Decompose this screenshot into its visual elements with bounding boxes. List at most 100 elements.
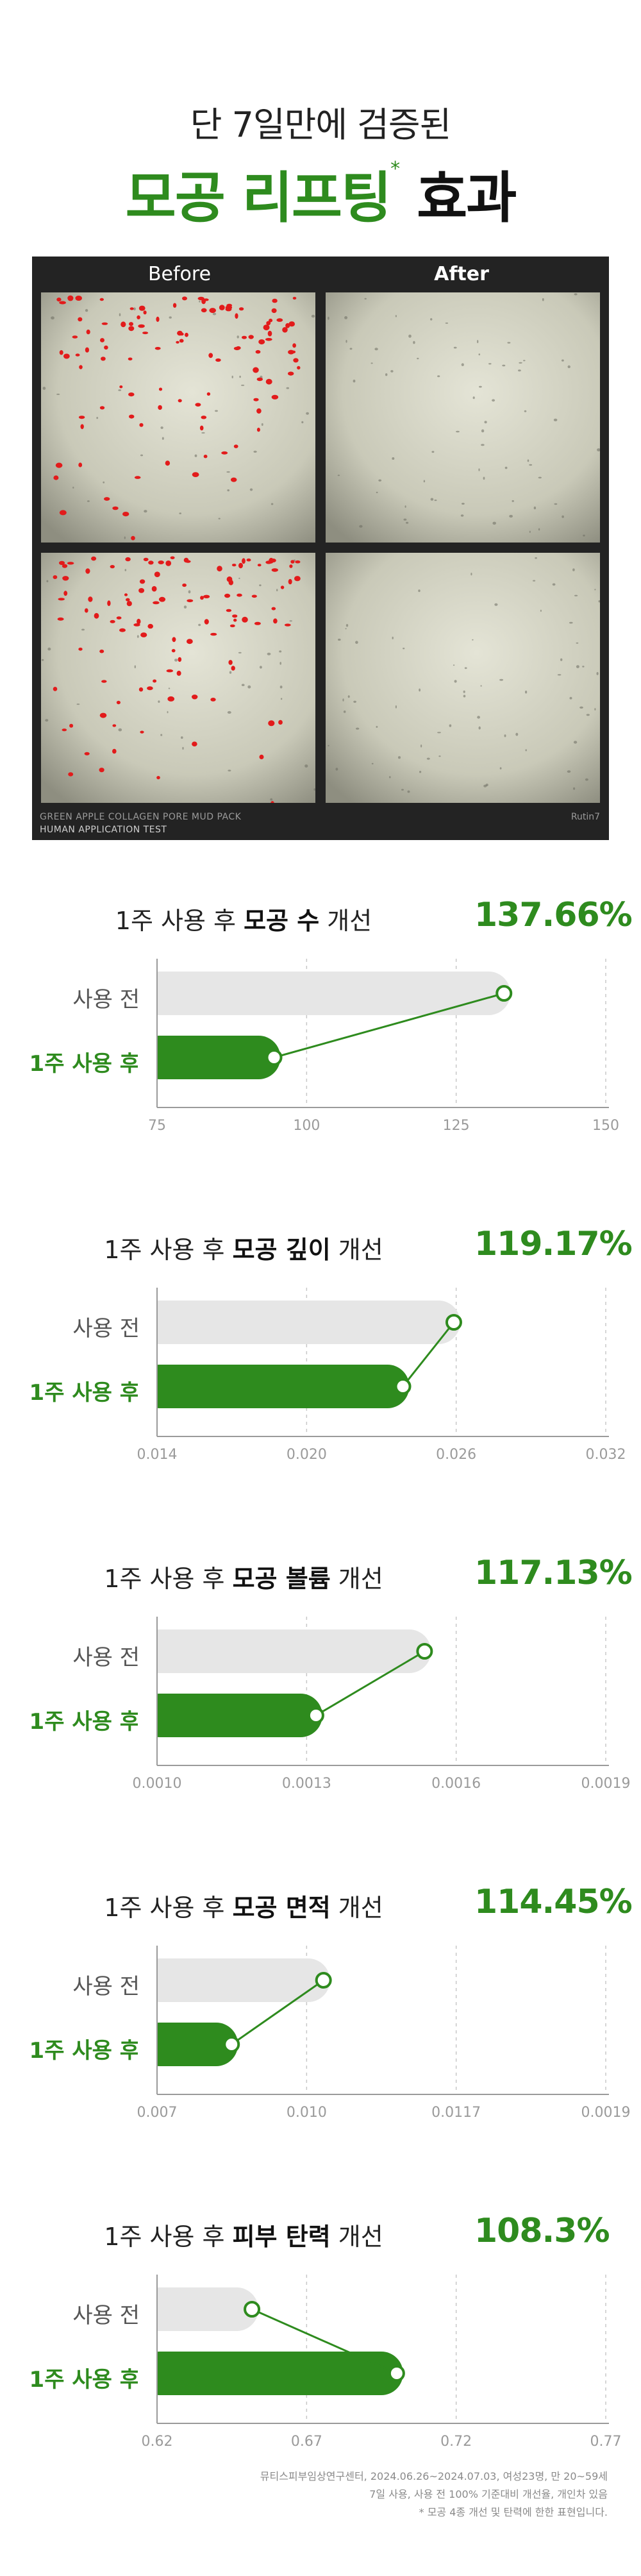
before-photo-1: [41, 292, 315, 543]
metric-chart-svg: [138, 1617, 609, 1766]
metric-chart-svg: [138, 2275, 609, 2424]
hero-title: 모공 리프팅* 효과: [0, 153, 641, 233]
metric-title-bold: 모공 볼륨: [232, 1565, 331, 1593]
metric-title-bold: 모공 수: [244, 907, 320, 935]
metric-percent: 114.45%: [474, 1883, 633, 1921]
metric-title: 1주 사용 후 모공 면적 개선: [0, 1888, 487, 1923]
metric-title-prefix: 1주 사용 후: [104, 1565, 233, 1593]
metric-title: 1주 사용 후 모공 수 개선: [0, 901, 487, 936]
row-label-before: 사용 전: [72, 2303, 140, 2328]
tick-label: 75: [148, 1118, 166, 1134]
point-after: [394, 1378, 412, 1395]
panel-brand: Rutin7: [570, 812, 600, 822]
tick-label: 0.014: [137, 1447, 178, 1463]
point-before: [495, 985, 513, 1002]
metric-title-suffix: 개선: [330, 1565, 383, 1593]
after-photo-2: [326, 553, 600, 803]
point-after: [265, 1049, 283, 1066]
bar-before: [138, 972, 511, 1015]
row-label-before: 사용 전: [72, 1645, 140, 1671]
point-after: [388, 2365, 405, 2382]
metric-chart: 사용 전 1주 사용 후 75 100 125 150: [0, 946, 641, 1177]
tick-label: 0.010: [286, 2105, 327, 2121]
trend-line: [402, 1322, 455, 1387]
bar-before: [138, 1301, 460, 1344]
metric-chart: 사용 전 1주 사용 후 0.007 0.010 0.0117 0.0019: [0, 1933, 641, 2164]
tick-label: 0.0117: [431, 2105, 481, 2121]
footnote-disclaimer: * 모공 4종 개선 및 탄력에 한한 표현입니다.: [419, 2506, 608, 2518]
tick-label: 125: [442, 1118, 470, 1134]
metric-title-prefix: 1주 사용 후: [115, 907, 244, 935]
metric-chart: 사용 전 1주 사용 후 0.62 0.67 0.72 0.77: [0, 2262, 641, 2493]
metric-title-bold: 모공 면적: [232, 1894, 331, 1922]
bar-after: [138, 1036, 281, 1079]
bar-after: [138, 2352, 403, 2395]
panel-caption-test: HUMAN APPLICATION TEST: [40, 825, 167, 835]
row-label-after: 1주 사용 후: [29, 1709, 140, 1735]
point-before: [244, 2301, 261, 2318]
bar-after: [138, 1365, 410, 1408]
point-before: [315, 1972, 332, 1989]
after-header: After: [434, 263, 489, 285]
trend-line: [231, 1979, 324, 2046]
bar-before: [138, 1958, 330, 2002]
metric-title-bold: 피부 탄력: [232, 2223, 331, 2251]
bar-after: [138, 2023, 238, 2066]
row-label-before: 사용 전: [72, 1316, 140, 1342]
footnote-method: 7일 사용, 사용 전 100% 기준대비 개선율, 개인차 있음: [369, 2488, 608, 2500]
metric-title: 1주 사용 후 모공 볼륨 개선: [0, 1559, 487, 1594]
after-photo-1: [326, 292, 600, 543]
footnote: 뮤티스피부임상연구센터, 2024.06.26~2024.07.03, 여성23…: [260, 2468, 608, 2521]
metric-chart-svg: [138, 1946, 609, 2095]
metric-title-prefix: 1주 사용 후: [104, 1236, 233, 1264]
trend-line: [274, 992, 504, 1059]
metric-pore-count: 1주 사용 후 모공 수 개선 137.66% 사용 전 1주 사용 후 75 100 12…: [0, 896, 641, 1209]
bar-before: [138, 2287, 259, 2331]
bar-mask: [138, 1956, 157, 2071]
row-label-before: 사용 전: [72, 1974, 140, 1999]
metric-pore-area: 1주 사용 후 모공 면적 개선 114.45% 사용 전 1주 사용 후 0.007 0…: [0, 1883, 641, 2196]
metric-pore-depth: 1주 사용 후 모공 깊이 개선 119.17% 사용 전 1주 사용 후 0.014 0…: [0, 1225, 641, 1538]
hero-subtitle: 단 7일만에 검증된: [190, 105, 451, 145]
tick-label: 0.0010: [132, 1776, 182, 1792]
tick-label: 0.007: [137, 2105, 178, 2121]
point-before: [416, 1643, 433, 1660]
metric-pore-volume: 1주 사용 후 모공 볼륨 개선 117.13% 사용 전 1주 사용 후 0.0010…: [0, 1554, 641, 1867]
row-label-after: 1주 사용 후: [29, 1380, 140, 1406]
row-label-after: 1주 사용 후: [29, 2038, 140, 2064]
tick-label: 0.0019: [581, 1776, 631, 1792]
hero-title-highlight: 모공 리프팅: [125, 166, 392, 230]
row-label-after: 1주 사용 후: [29, 2367, 140, 2393]
metric-percent: 119.17%: [474, 1225, 633, 1263]
metric-title-bold: 모공 깊이: [232, 1236, 331, 1264]
metric-title-suffix: 개선: [330, 2223, 383, 2251]
tick-label: 0.77: [590, 2434, 622, 2450]
metric-percent: 137.66%: [474, 896, 633, 934]
row-label-before: 사용 전: [72, 987, 140, 1013]
bar-before: [138, 1629, 431, 1673]
metric-skin-elasticity: 1주 사용 후 피부 탄력 개선 108.3% 사용 전 1주 사용 후 0.62 0.6…: [0, 2212, 641, 2525]
metric-title: 1주 사용 후 피부 탄력 개선: [0, 2217, 487, 2252]
tick-label: 0.72: [440, 2434, 472, 2450]
tick-label: 0.020: [286, 1447, 327, 1463]
tick-label: 0.67: [290, 2434, 322, 2450]
metric-title-suffix: 개선: [330, 1894, 383, 1922]
metric-chart-svg: [138, 959, 609, 1108]
tick-label: 0.026: [436, 1447, 477, 1463]
bar-mask: [138, 969, 157, 1084]
bar-after: [138, 1694, 322, 1737]
metric-chart: 사용 전 1주 사용 후 0.014 0.020 0.026 0.032: [0, 1275, 641, 1506]
metric-title: 1주 사용 후 모공 깊이 개선: [0, 1230, 487, 1265]
metric-percent: 117.13%: [474, 1554, 633, 1592]
bar-mask: [138, 1298, 157, 1413]
metric-chart: 사용 전 1주 사용 후 0.0010 0.0013 0.0016 0.0019: [0, 1604, 641, 1835]
metric-title-prefix: 1주 사용 후: [104, 1894, 233, 1922]
footnote-source: 뮤티스피부임상연구센터, 2024.06.26~2024.07.03, 여성23…: [260, 2470, 608, 2482]
metric-chart-svg: [138, 1288, 609, 1437]
metric-title-suffix: 개선: [330, 1236, 383, 1264]
trend-line: [251, 2308, 397, 2375]
panel-caption-product: GREEN APPLE COLLAGEN PORE MUD PACK: [40, 812, 242, 822]
point-after: [307, 1707, 324, 1724]
tick-label: 0.62: [141, 2434, 173, 2450]
tick-label: 100: [293, 1118, 320, 1134]
